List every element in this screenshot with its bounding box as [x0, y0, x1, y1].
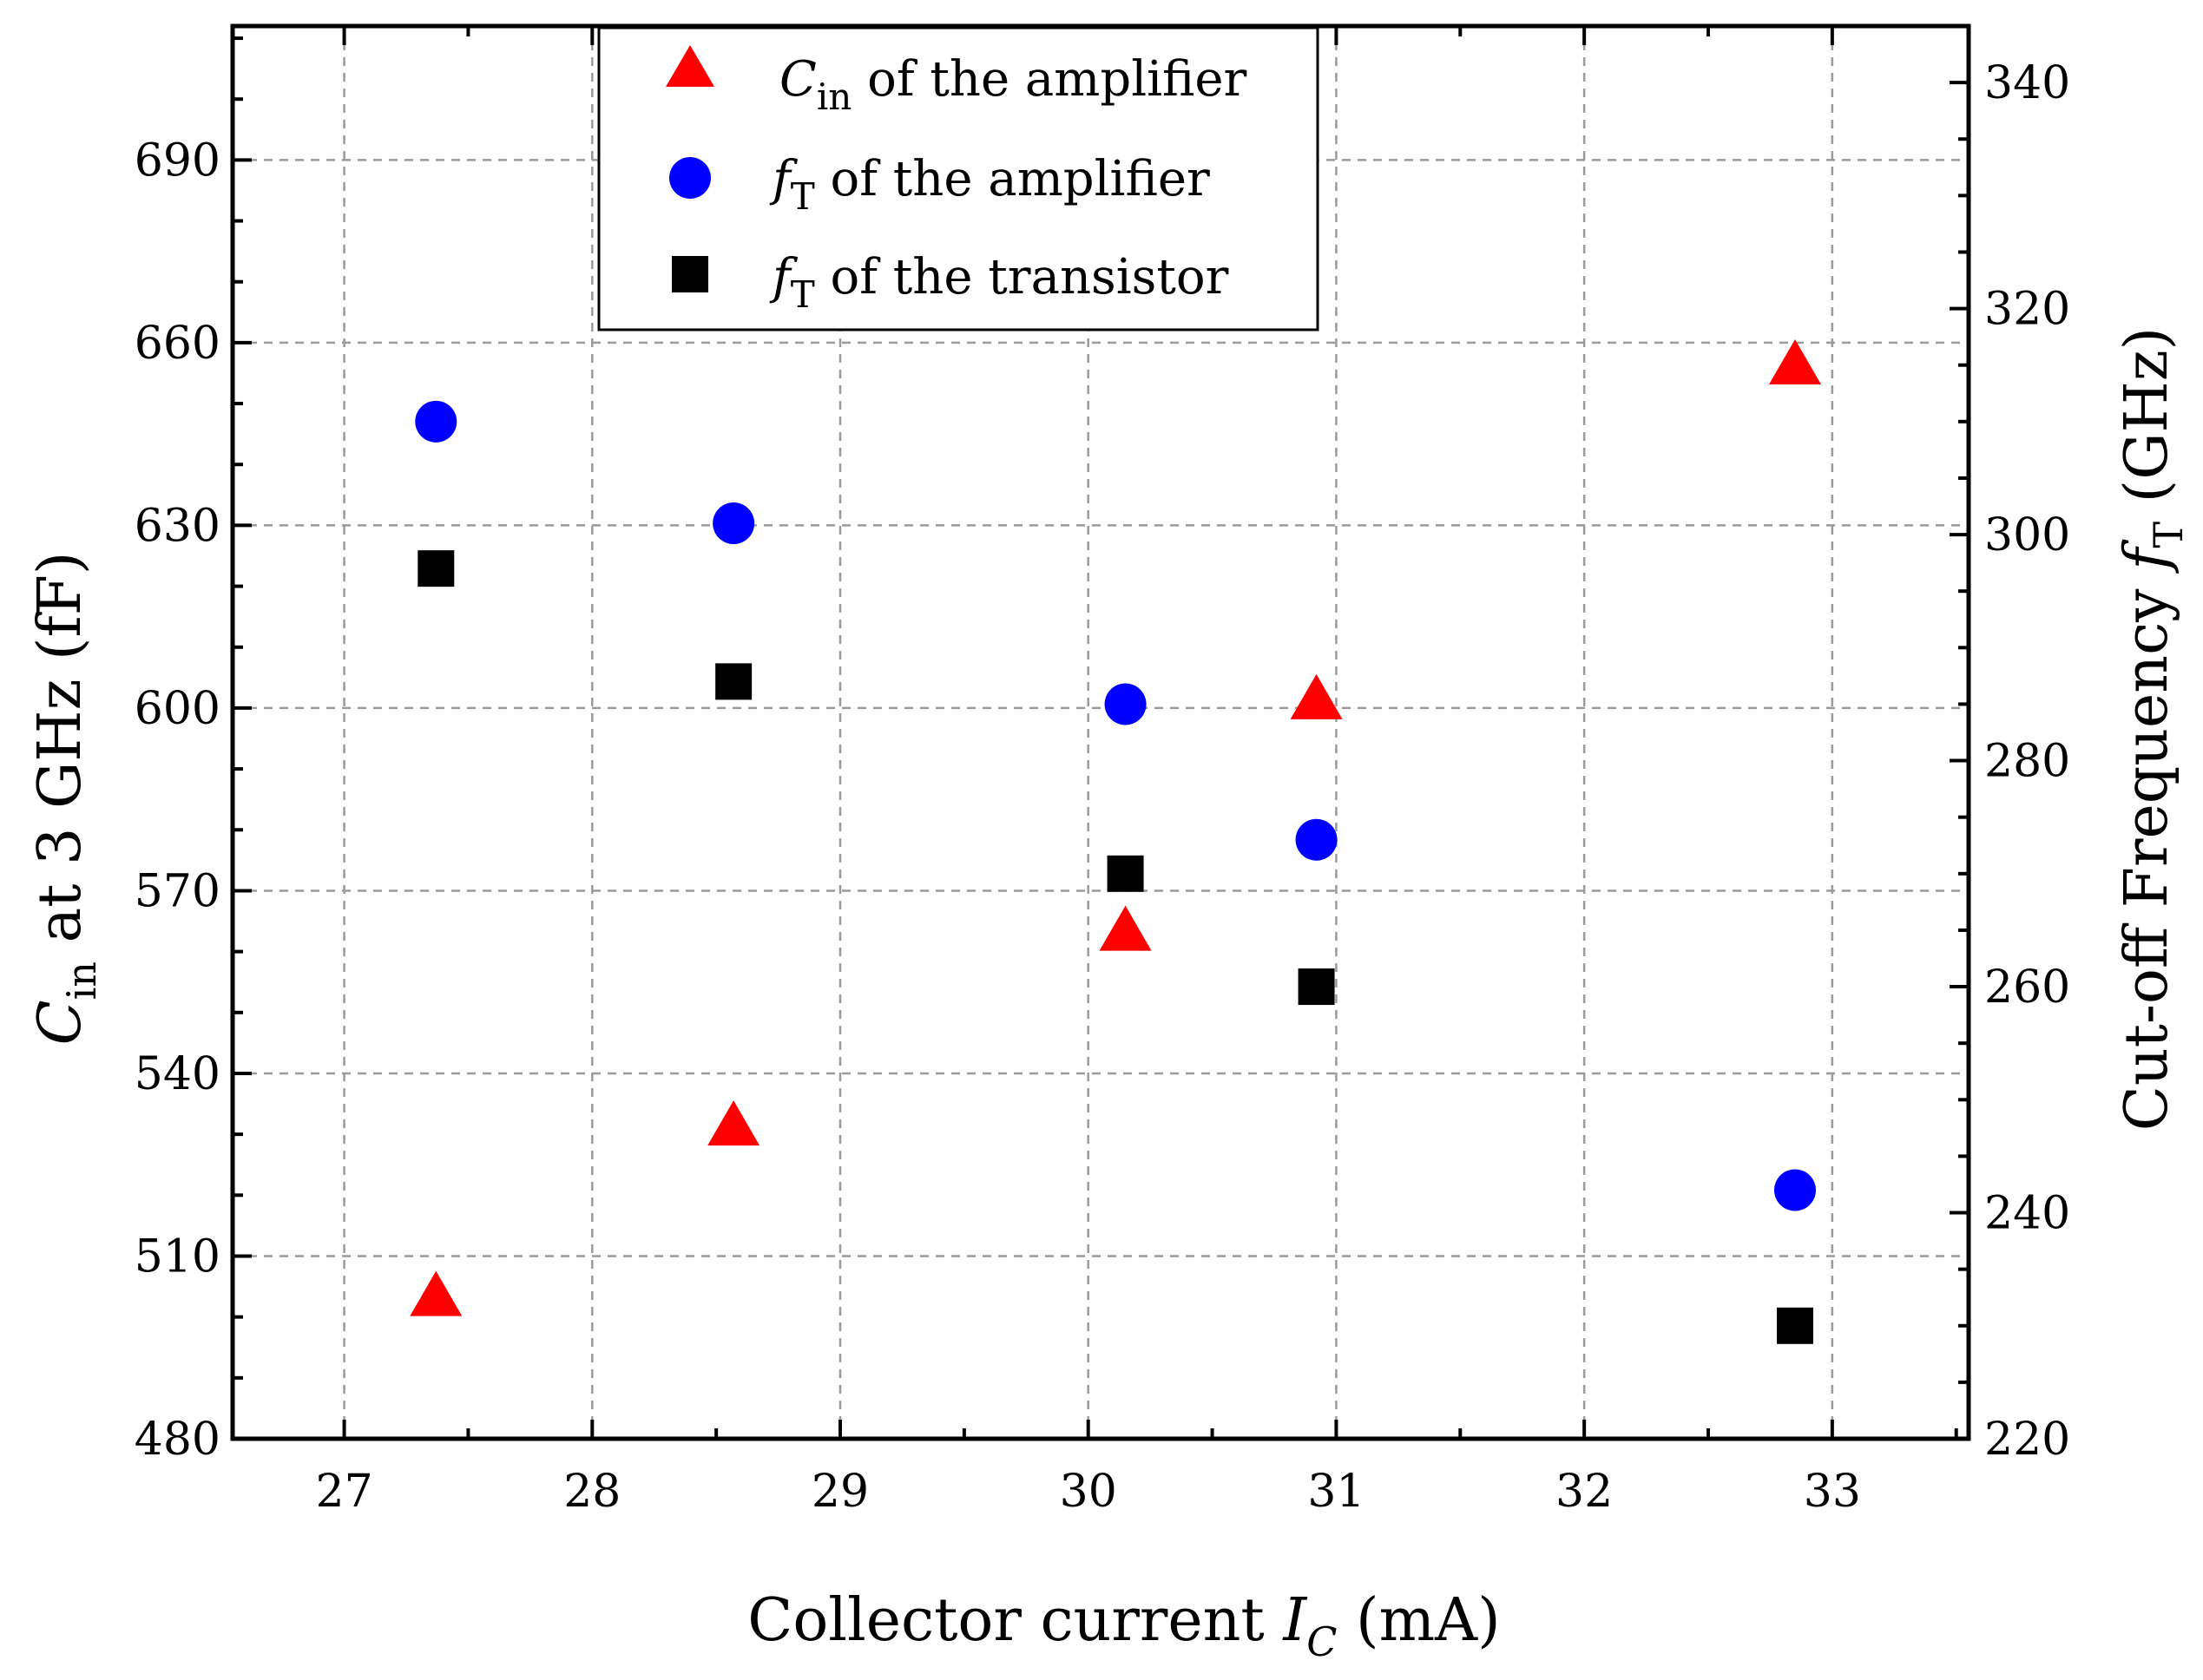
cin-amplifier-point — [410, 1270, 463, 1316]
x-tick-label: 27 — [315, 1466, 372, 1518]
ft-amplifier-point — [1295, 818, 1338, 861]
cin-amplifier-point — [1099, 905, 1152, 951]
ft-transistor-point — [1777, 1307, 1813, 1344]
y-left-axis-title: Cin at 3 GHz (fF) — [26, 552, 105, 1046]
y-left-tick-label: 480 — [135, 1414, 220, 1466]
legend-triangle-marker — [666, 45, 714, 87]
x-tick-label: 29 — [812, 1466, 869, 1518]
y-right-tick-label: 220 — [1984, 1414, 2070, 1466]
ft-transistor-point — [1298, 968, 1335, 1006]
x-axis-title: Collector current IC (mA) — [747, 1586, 1500, 1665]
y-right-tick-label: 320 — [1984, 284, 2070, 336]
x-tick-label: 31 — [1307, 1466, 1365, 1518]
ft-transistor-point — [715, 663, 753, 700]
cin-amplifier-point — [707, 1100, 760, 1146]
y-left-tick-label: 690 — [135, 135, 220, 187]
x-tick-label: 30 — [1060, 1466, 1117, 1518]
legend-label-cin-amplifier: Cin of the amplifier — [779, 51, 1247, 118]
x-tick-label: 28 — [563, 1466, 621, 1518]
y-right-tick-label: 280 — [1984, 736, 2070, 788]
tick-labels: 27 28 29 30 31 32 33 480 510 540 570 600 630 660 690 22… — [135, 57, 2071, 1518]
ft-amplifier-point — [713, 502, 755, 545]
y-right-axis-title: Cut-off Frequency fT (GHz) — [2113, 327, 2192, 1131]
plot-frame — [230, 23, 1971, 1441]
data-marks — [410, 338, 1821, 1344]
y-right-tick-label: 240 — [1984, 1188, 2070, 1240]
y-left-tick-label: 660 — [135, 318, 220, 370]
ft-amplifier-point — [1104, 683, 1147, 725]
y-right-tick-label: 300 — [1984, 509, 2070, 561]
cin-amplifier-point — [1290, 673, 1343, 719]
ft-transistor-point — [418, 550, 455, 587]
y-right-tick-label: 340 — [1984, 57, 2070, 109]
legend-label-ft-transistor: fT of the transistor — [769, 249, 1229, 316]
ft-amplifier-point — [415, 400, 457, 443]
x-tick-label: 32 — [1555, 1466, 1613, 1518]
legend-box — [597, 26, 1319, 331]
legend: Cin of the amplifier fT of the amplifier… — [597, 26, 1319, 331]
y-left-tick-label: 600 — [135, 683, 220, 735]
y-left-tick-label: 540 — [135, 1048, 220, 1100]
y-left-tick-label: 570 — [135, 865, 220, 917]
ft-transistor-point — [1107, 855, 1144, 892]
legend-circle-marker — [669, 157, 711, 199]
legend-square-marker — [672, 256, 708, 292]
cin-amplifier-point — [1769, 338, 1821, 384]
x-tick-label: 33 — [1804, 1466, 1861, 1518]
y-right-tick-label: 260 — [1984, 961, 2070, 1014]
y-left-tick-label: 510 — [135, 1230, 220, 1283]
legend-label-ft-amplifier: fT of the amplifier — [769, 151, 1210, 218]
y-left-tick-label: 630 — [135, 500, 220, 552]
ft-amplifier-point — [1774, 1169, 1816, 1211]
